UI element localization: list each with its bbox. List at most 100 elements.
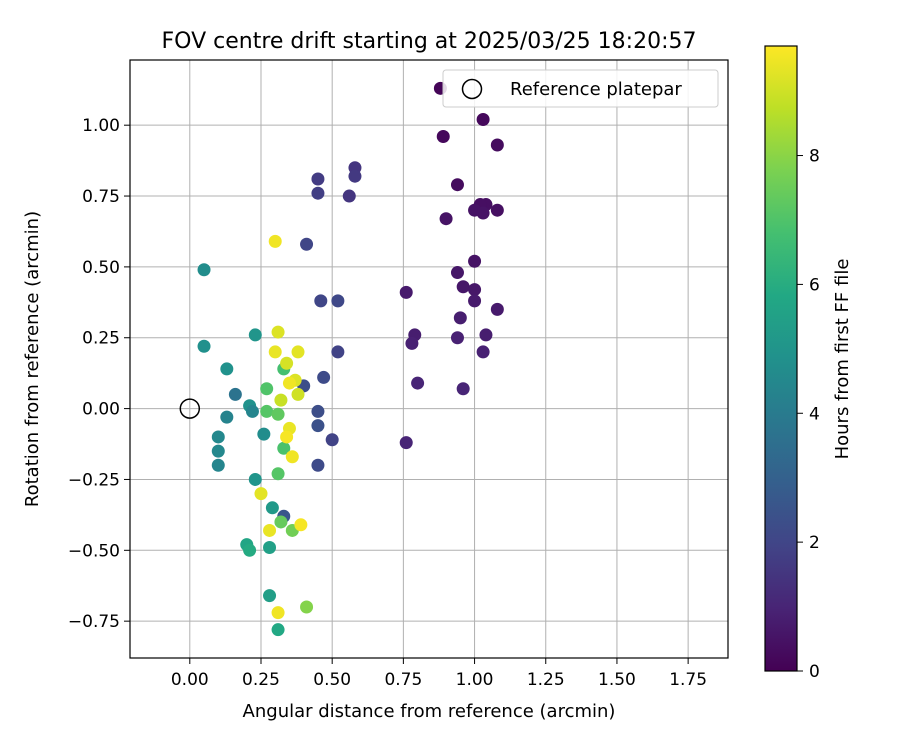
data-point xyxy=(211,430,225,444)
data-point xyxy=(439,212,453,226)
colorbar-tick-label: 0 xyxy=(809,662,820,682)
colorbar-tick-label: 2 xyxy=(809,533,820,553)
data-point xyxy=(263,523,277,537)
data-point xyxy=(468,254,482,268)
chart-title: FOV centre drift starting at 2025/03/25 … xyxy=(162,29,697,54)
data-point xyxy=(243,543,257,557)
data-point xyxy=(282,376,296,390)
data-point xyxy=(248,328,262,342)
data-point xyxy=(260,404,274,418)
data-point xyxy=(245,404,259,418)
data-point xyxy=(268,234,282,248)
data-point xyxy=(271,407,285,421)
data-point xyxy=(268,345,282,359)
x-tick-label: 0.25 xyxy=(242,670,280,690)
data-point xyxy=(280,356,294,370)
data-point xyxy=(490,203,504,217)
data-point xyxy=(300,600,314,614)
data-point xyxy=(291,387,305,401)
grid xyxy=(130,60,728,658)
reference-marker xyxy=(179,398,201,419)
legend-marker-reference xyxy=(461,78,483,100)
data-point xyxy=(453,311,467,325)
data-point xyxy=(311,186,325,200)
data-point xyxy=(411,376,425,390)
y-tick-label: 0.25 xyxy=(82,329,120,349)
data-point xyxy=(331,345,345,359)
data-point xyxy=(294,518,308,532)
data-point xyxy=(314,294,328,308)
colorbar-label: Hours from first FF file xyxy=(832,259,853,460)
y-tick-label: −0.50 xyxy=(68,541,120,561)
data-point xyxy=(311,458,325,472)
x-tick-label: 0.75 xyxy=(384,670,422,690)
data-point xyxy=(317,370,331,384)
data-point xyxy=(280,430,294,444)
data-point xyxy=(468,294,482,308)
data-point xyxy=(254,487,268,501)
data-point xyxy=(436,130,450,144)
data-point xyxy=(325,433,339,447)
data-point xyxy=(271,467,285,481)
data-point xyxy=(476,113,490,127)
data-point xyxy=(342,189,356,203)
colorbar-gradient xyxy=(764,45,798,672)
colorbar-tick-label: 8 xyxy=(809,147,820,167)
data-point xyxy=(490,302,504,316)
x-tick-label: 1.50 xyxy=(598,670,636,690)
data-point xyxy=(263,540,277,554)
data-point xyxy=(285,450,299,464)
data-point xyxy=(271,325,285,339)
y-axis-label: Rotation from reference (arcmin) xyxy=(22,211,43,507)
data-point xyxy=(260,382,274,396)
legend-box xyxy=(442,69,719,108)
data-point xyxy=(476,206,490,220)
data-point xyxy=(197,339,211,353)
colorbar: 0 2 4 6 8 Hours from first FF file xyxy=(764,45,853,682)
data-point xyxy=(291,345,305,359)
legend-label-reference: Reference platepar xyxy=(510,79,682,100)
colorbar-ticks: 0 2 4 6 8 xyxy=(797,147,820,682)
y-tick-label: 0.50 xyxy=(82,258,120,278)
data-point xyxy=(450,266,464,280)
data-point xyxy=(271,623,285,637)
data-points xyxy=(179,81,504,637)
data-point xyxy=(271,606,285,620)
data-point xyxy=(311,419,325,433)
data-point xyxy=(220,362,234,376)
data-point xyxy=(274,393,288,407)
data-point xyxy=(197,263,211,277)
data-point xyxy=(220,410,234,424)
data-point xyxy=(211,444,225,458)
x-axis-ticks: 0.00 0.25 0.50 0.75 1.00 1.25 1.50 1.75 xyxy=(171,658,707,690)
data-point xyxy=(450,178,464,192)
y-tick-label: 1.00 xyxy=(82,116,120,136)
plot-area xyxy=(129,59,729,659)
x-tick-label: 1.00 xyxy=(456,670,494,690)
data-point xyxy=(248,472,262,486)
x-tick-label: 1.25 xyxy=(527,670,565,690)
x-axis-label: Angular distance from reference (arcmin) xyxy=(243,701,616,722)
colorbar-tick-label: 4 xyxy=(809,404,820,424)
data-point xyxy=(399,285,413,299)
data-point xyxy=(399,436,413,450)
data-point xyxy=(468,283,482,297)
data-point xyxy=(228,387,242,401)
data-point xyxy=(479,328,493,342)
data-point xyxy=(456,280,470,294)
data-point xyxy=(348,169,362,183)
y-tick-label: 0.00 xyxy=(82,400,120,420)
x-tick-label: 1.75 xyxy=(669,670,707,690)
y-tick-label: −0.75 xyxy=(68,612,120,632)
data-point xyxy=(265,501,279,515)
data-point xyxy=(263,589,277,603)
data-point xyxy=(300,237,314,251)
y-tick-label: 0.75 xyxy=(82,187,120,207)
data-point xyxy=(490,138,504,152)
y-tick-label: −0.25 xyxy=(68,470,120,490)
data-point xyxy=(257,427,271,441)
data-point xyxy=(456,382,470,396)
data-point xyxy=(450,331,464,345)
